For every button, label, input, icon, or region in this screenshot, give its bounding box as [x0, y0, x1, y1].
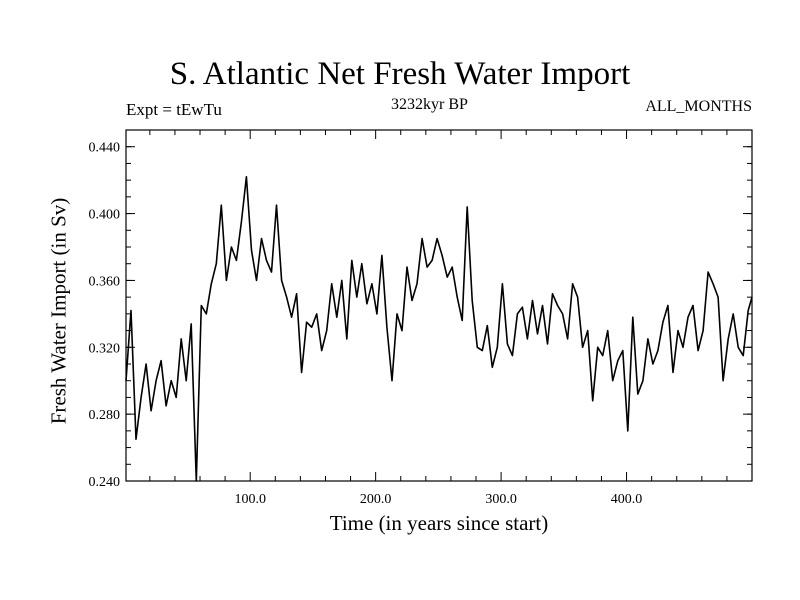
y-tick-label: 0.400 — [89, 208, 121, 223]
y-tick-label: 0.360 — [89, 274, 121, 289]
y-tick-label: 0.320 — [89, 341, 121, 356]
months-label: ALL_MONTHS — [645, 98, 752, 115]
x-tick-label: 300.0 — [485, 492, 517, 507]
series-line — [125, 176, 753, 482]
tick-labels: 0.240 0.280 0.320 0.360 0.400 0.440 100.0 200.0… — [89, 141, 643, 507]
x-tick-label: 100.0 — [234, 492, 266, 507]
plot-frame — [125, 129, 753, 482]
period-label: 3232kyr BP — [391, 96, 468, 113]
y-tick-label: 0.440 — [89, 141, 121, 156]
x-axis-label: Time (in years since start) — [329, 511, 549, 535]
chart-title: S. Atlantic Net Fresh Water Import — [169, 56, 631, 92]
y-tick-label: 0.240 — [89, 475, 121, 490]
x-tick-label: 200.0 — [360, 492, 392, 507]
y-tick-label: 0.280 — [89, 408, 121, 423]
x-tick-label: 400.0 — [611, 492, 643, 507]
y-axis-label: Fresh Water Import (in Sv) — [46, 197, 71, 425]
tick-marks — [126, 129, 752, 482]
experiment-label: Expt = tEwTu — [126, 100, 222, 119]
